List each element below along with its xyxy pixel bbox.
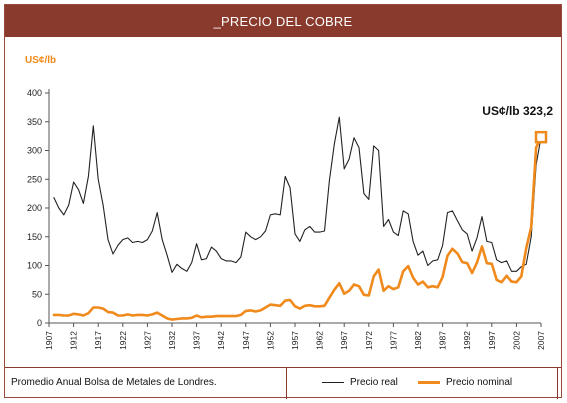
legend-nominal-swatch xyxy=(418,381,440,384)
x-tick-label: 1997 xyxy=(487,331,497,350)
chart-title: _PRECIO DEL COBRE xyxy=(5,5,561,37)
y-tick-label: 150 xyxy=(27,232,42,242)
x-tick-label: 1987 xyxy=(438,331,448,350)
x-tick-label: 1917 xyxy=(93,331,103,350)
copper-price-chart: US¢/lb 0 50 100 150 200 250 300 350 400 1907 1912… xyxy=(25,55,553,350)
y-tick-label: 300 xyxy=(27,146,42,156)
y-tick-label: 400 xyxy=(27,88,42,98)
x-tick-label: 1922 xyxy=(118,331,128,350)
y-tick-label: 250 xyxy=(27,174,42,184)
source-note: Promedio Anual Bolsa de Metales de Londr… xyxy=(11,377,217,388)
x-tick-label: 1982 xyxy=(413,331,423,350)
legend-real-label: Precio real xyxy=(350,377,398,388)
footer-divider xyxy=(286,368,287,399)
chart-footer: Promedio Anual Bolsa de Metales de Londr… xyxy=(5,367,561,399)
x-tick-label: 1937 xyxy=(192,331,202,350)
x-tick-label: 1967 xyxy=(339,331,349,350)
y-tick-label: 350 xyxy=(27,117,42,127)
x-tick-label: 1907 xyxy=(44,331,54,350)
series-layer xyxy=(52,116,543,321)
latest-value-annotation: US¢/lb 323,2 xyxy=(482,104,553,118)
legend-nominal: Precio nominal xyxy=(418,377,512,388)
x-tick-label: 2007 xyxy=(536,331,546,350)
y-tick-label: 50 xyxy=(32,289,42,299)
x-tick-label: 1942 xyxy=(216,331,226,350)
legend-real-swatch xyxy=(322,382,344,383)
x-tick-label: 1952 xyxy=(265,331,275,350)
legend-real: Precio real xyxy=(322,377,398,388)
x-axis: 1907 1912 1917 1922 1927 1932 1937 1942 1947 1952… xyxy=(44,322,546,350)
y-axis: 0 50 100 150 200 250 300 350 400 xyxy=(27,88,50,328)
series-line-real xyxy=(53,116,542,273)
x-tick-label: 1927 xyxy=(142,331,152,350)
y-axis-unit-label: US¢/lb xyxy=(25,55,56,66)
y-tick-label: 200 xyxy=(27,203,42,213)
legend-nominal-label: Precio nominal xyxy=(446,377,513,388)
x-tick-label: 2002 xyxy=(511,331,521,350)
x-tick-label: 1977 xyxy=(388,331,398,350)
latest-value-marker xyxy=(534,130,548,144)
x-tick-label: 1912 xyxy=(69,331,79,350)
x-tick-label: 1947 xyxy=(241,331,251,350)
x-tick-label: 1932 xyxy=(167,331,177,350)
footer-divider-right xyxy=(557,368,558,399)
chart-frame: _PRECIO DEL COBRE US¢/lb 0 50 100 150 200 250… xyxy=(4,4,562,399)
y-tick-label: 0 xyxy=(37,318,42,328)
x-tick-label: 1957 xyxy=(290,331,300,350)
x-tick-label: 1972 xyxy=(364,331,374,350)
x-tick-label: 1962 xyxy=(315,331,325,350)
y-tick-label: 100 xyxy=(27,261,42,271)
x-tick-label: 1992 xyxy=(462,331,472,350)
series-line-nominal xyxy=(52,135,543,321)
